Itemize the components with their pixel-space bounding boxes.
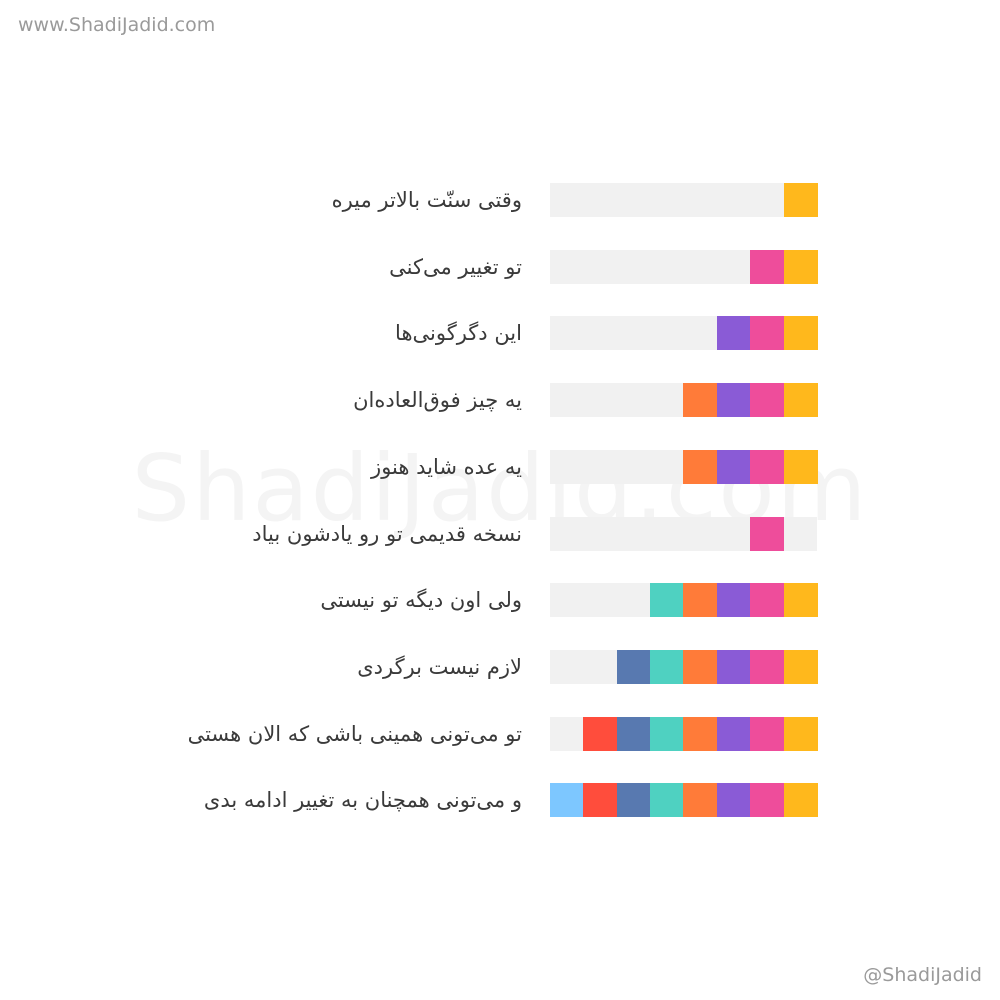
bar-segment xyxy=(583,783,618,818)
bar-segment xyxy=(783,583,818,618)
bar-segment xyxy=(716,583,751,618)
bar-segment xyxy=(683,449,718,484)
bar-segment xyxy=(750,383,785,418)
bar-segment xyxy=(783,249,818,284)
bar-segment xyxy=(750,783,785,818)
bar-segment xyxy=(650,716,684,751)
bar-track xyxy=(549,783,818,818)
bar-segment xyxy=(750,249,785,284)
bar-track xyxy=(550,716,818,751)
bar-segment xyxy=(683,716,718,751)
bar-track xyxy=(550,583,818,618)
bar-segment xyxy=(616,783,651,818)
bar-track xyxy=(550,183,818,217)
site-url: www.ShadiJadid.com xyxy=(18,14,216,36)
bar-track xyxy=(550,649,818,684)
bar-track xyxy=(550,383,818,418)
row-text: یه عده شاید هنوز xyxy=(371,454,522,479)
bar-segment xyxy=(783,649,818,684)
bar-segment xyxy=(716,316,751,351)
bar-segment xyxy=(650,583,684,618)
bar-segment xyxy=(783,316,818,351)
bar-segment xyxy=(583,716,618,751)
author-handle: @ShadiJadid xyxy=(863,964,982,986)
bar-segment xyxy=(616,649,651,684)
bar-segment xyxy=(783,716,818,751)
bar-track xyxy=(550,249,818,284)
bar-segment xyxy=(716,449,751,484)
bar-segment xyxy=(616,716,651,751)
bar-segment xyxy=(716,649,751,684)
bar-track xyxy=(550,516,817,551)
bar-segment xyxy=(716,783,751,818)
row: نسخه قدیمی تو رو یادشون بیاد xyxy=(0,516,1000,551)
bar-segment xyxy=(683,583,718,618)
bar-track xyxy=(550,316,818,351)
bar-segment xyxy=(716,716,751,751)
bar-segment xyxy=(716,383,751,418)
bar-segment xyxy=(683,783,718,818)
bar-segment xyxy=(683,383,718,418)
bar-segment xyxy=(683,649,718,684)
row-text: وقتی سنّت بالاتر میره xyxy=(331,188,522,212)
bar-segment xyxy=(783,783,818,818)
bar-segment xyxy=(650,783,684,818)
row: این دگرگونی‌ها xyxy=(0,316,1000,351)
bar-segment xyxy=(750,449,785,484)
bar-segment xyxy=(783,383,818,418)
row: لازم نیست برگردی xyxy=(0,649,1000,684)
row: یه چیز فوق‌العاده‌ان xyxy=(0,383,1000,418)
bar-segment xyxy=(750,716,785,751)
bar-segment xyxy=(750,516,785,551)
row: تو می‌تونی همینی باشی که الان هستی xyxy=(0,716,1000,751)
bar-track xyxy=(550,449,818,484)
row-text: و می‌تونی همچنان به تغییر ادامه بدی xyxy=(203,788,522,813)
row-text: تو تغییر می‌کنی xyxy=(389,254,522,279)
row: ولی اون دیگه تو نیستی xyxy=(0,583,1000,618)
row-text: نسخه قدیمی تو رو یادشون بیاد xyxy=(252,521,522,546)
bar-segment xyxy=(783,449,818,484)
bar-segment xyxy=(650,649,684,684)
bar-segment xyxy=(783,183,818,217)
row-text: این دگرگونی‌ها xyxy=(395,321,522,346)
row-text: یه چیز فوق‌العاده‌ان xyxy=(353,388,522,413)
row: تو تغییر می‌کنی xyxy=(0,249,1000,284)
row: یه عده شاید هنوز xyxy=(0,449,1000,484)
row-text: تو می‌تونی همینی باشی که الان هستی xyxy=(187,721,522,746)
bar-segment xyxy=(750,583,785,618)
bar-segment xyxy=(750,316,785,351)
bar-segment xyxy=(549,783,584,818)
bar-segment xyxy=(750,649,785,684)
row: و می‌تونی همچنان به تغییر ادامه بدی xyxy=(0,783,1000,818)
row-text: ولی اون دیگه تو نیستی xyxy=(320,588,522,613)
row-text: لازم نیست برگردی xyxy=(357,654,522,679)
row: وقتی سنّت بالاتر میره xyxy=(0,183,1000,217)
